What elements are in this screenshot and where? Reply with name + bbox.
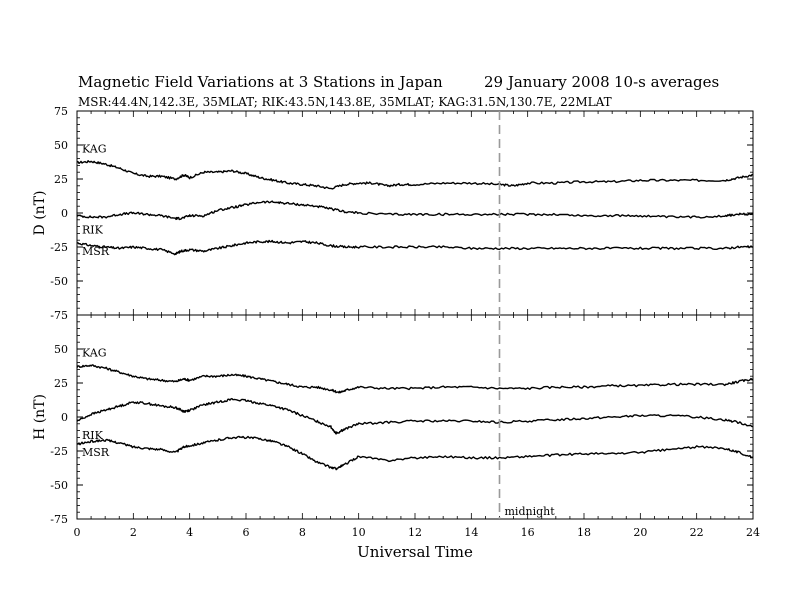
x-tick-label: 12	[408, 526, 422, 539]
y-tick-label: 50	[54, 139, 68, 152]
series-line-rik	[76, 200, 754, 221]
x-tick-label: 2	[130, 526, 137, 539]
series-label-msr: MSR	[82, 446, 110, 459]
y-tick-label: -25	[50, 241, 68, 254]
x-tick-label: 4	[186, 526, 193, 539]
x-tick-label: 24	[746, 526, 760, 539]
series-label-kag: KAG	[82, 347, 107, 360]
y-tick-label: 0	[61, 207, 68, 220]
panel-frame	[76, 110, 754, 316]
station-info: MSR:44.4N,142.3E, 35MLAT; RIK:43.5N,143.…	[78, 95, 612, 109]
x-tick-label: 14	[464, 526, 478, 539]
y-tick-label: -75	[50, 513, 68, 526]
averaging-label: 10-s averages	[614, 73, 720, 91]
series-label-msr: MSR	[82, 245, 110, 258]
y-tick-label: 0	[61, 411, 68, 424]
series-line-rik	[76, 397, 753, 435]
y-tick-label: 50	[54, 343, 68, 356]
y-tick-label: 25	[54, 173, 68, 186]
y-axis-label: D (nT)	[32, 191, 48, 236]
series-line-kag	[76, 160, 754, 190]
y-tick-label: 25	[54, 377, 68, 390]
series-label-rik: RIK	[82, 224, 104, 237]
series-line-msr	[76, 435, 754, 471]
panel-frame	[76, 314, 754, 520]
y-tick-label: 75	[54, 105, 68, 118]
y-tick-label: -50	[50, 479, 68, 492]
panels: -75 -50 -25 0 25 50 75 D (nT) KAG RIK MSR -75 -50 -25…	[32, 105, 760, 561]
y-tick-label: -75	[50, 309, 68, 322]
x-tick-label: 8	[299, 526, 306, 539]
x-tick-label: 10	[352, 526, 366, 539]
series-label-rik: RIK	[82, 429, 104, 442]
y-tick-label: -25	[50, 445, 68, 458]
y-axis-label: H (nT)	[32, 394, 48, 440]
midnight-label: midnight	[505, 505, 556, 518]
x-tick-label: 20	[633, 526, 647, 539]
x-tick-label: 16	[521, 526, 535, 539]
y-tick-label: -50	[50, 275, 68, 288]
x-tick-label: 0	[74, 526, 81, 539]
chart-title: Magnetic Field Variations at 3 Stations …	[78, 73, 443, 91]
series-line-msr	[76, 239, 753, 256]
x-axis-label: Universal Time	[357, 543, 473, 561]
series-line-kag	[76, 364, 754, 394]
series-label-kag: KAG	[82, 143, 107, 156]
x-tick-label: 22	[690, 526, 704, 539]
x-tick-label: 6	[243, 526, 250, 539]
chart-date: 29 January 2008	[484, 73, 610, 91]
x-tick-label: 18	[577, 526, 591, 539]
